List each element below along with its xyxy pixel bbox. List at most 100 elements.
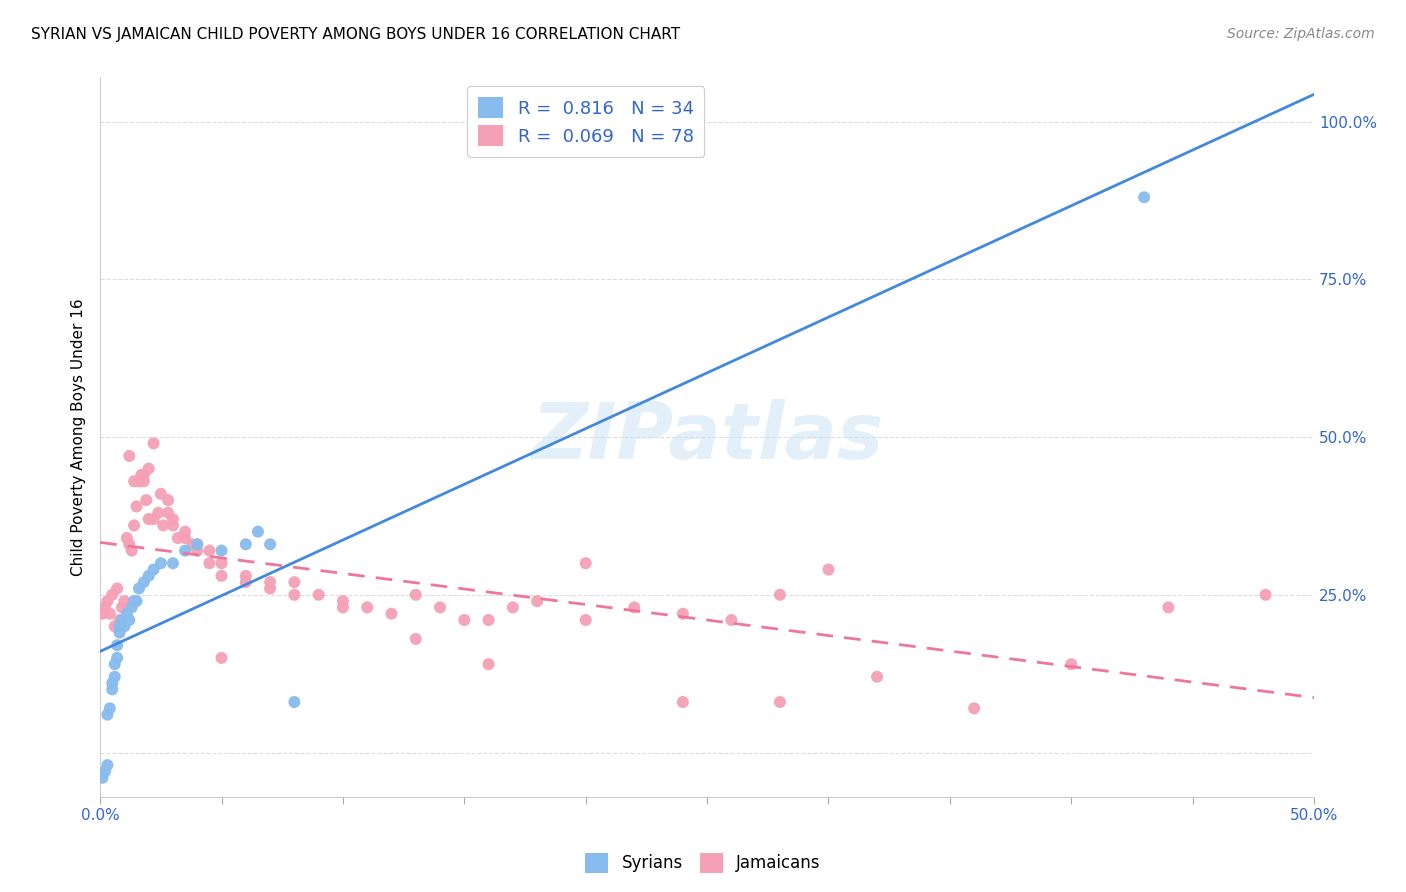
Text: SYRIAN VS JAMAICAN CHILD POVERTY AMONG BOYS UNDER 16 CORRELATION CHART: SYRIAN VS JAMAICAN CHILD POVERTY AMONG B…: [31, 27, 681, 42]
Point: [121, 543, 143, 558]
Point: [118, 613, 141, 627]
Point: [963, 701, 986, 715]
Point: [128, 474, 150, 488]
Point: [174, 543, 197, 558]
Point: [259, 582, 281, 596]
Point: [181, 537, 204, 551]
Legend: R =  0.816   N = 34, R =  0.069   N = 78: R = 0.816 N = 34, R = 0.069 N = 78: [467, 87, 704, 157]
Point: [866, 670, 889, 684]
Point: [122, 594, 145, 608]
Point: [104, 670, 127, 684]
Point: [142, 512, 165, 526]
Point: [132, 575, 155, 590]
Point: [118, 537, 141, 551]
Point: [769, 588, 792, 602]
Point: [157, 493, 180, 508]
Point: [283, 695, 305, 709]
Point: [429, 600, 451, 615]
Point: [478, 657, 501, 672]
Point: [211, 556, 233, 570]
Text: Source: ZipAtlas.com: Source: ZipAtlas.com: [1227, 27, 1375, 41]
Point: [104, 657, 127, 672]
Legend: Syrians, Jamaicans: Syrians, Jamaicans: [578, 847, 828, 880]
Point: [104, 619, 127, 633]
Point: [817, 563, 839, 577]
Point: [105, 582, 128, 596]
Point: [91, 771, 114, 785]
Point: [1157, 600, 1180, 615]
Text: ZIPatlas: ZIPatlas: [531, 399, 883, 475]
Point: [96, 707, 118, 722]
Y-axis label: Child Poverty Among Boys Under 16: Child Poverty Among Boys Under 16: [72, 298, 86, 576]
Point: [118, 449, 141, 463]
Point: [162, 518, 184, 533]
Point: [105, 638, 128, 652]
Point: [96, 758, 118, 772]
Point: [478, 613, 501, 627]
Point: [235, 537, 257, 551]
Point: [98, 607, 121, 621]
Point: [115, 607, 138, 621]
Point: [94, 600, 117, 615]
Point: [720, 613, 742, 627]
Point: [94, 764, 117, 779]
Point: [112, 619, 135, 633]
Point: [128, 582, 150, 596]
Point: [101, 676, 124, 690]
Point: [672, 695, 695, 709]
Point: [108, 613, 131, 627]
Point: [128, 474, 150, 488]
Point: [623, 600, 645, 615]
Point: [108, 619, 131, 633]
Point: [122, 518, 145, 533]
Point: [96, 594, 118, 608]
Point: [162, 556, 184, 570]
Point: [405, 632, 427, 646]
Point: [453, 613, 475, 627]
Point: [111, 600, 134, 615]
Point: [149, 556, 172, 570]
Point: [380, 607, 402, 621]
Point: [125, 500, 148, 514]
Point: [101, 588, 124, 602]
Point: [105, 651, 128, 665]
Point: [308, 588, 330, 602]
Point: [211, 543, 233, 558]
Point: [186, 537, 208, 551]
Point: [235, 569, 257, 583]
Point: [332, 600, 354, 615]
Point: [356, 600, 378, 615]
Point: [162, 512, 184, 526]
Point: [152, 518, 174, 533]
Point: [138, 461, 160, 475]
Point: [235, 575, 257, 590]
Point: [769, 695, 792, 709]
Point: [112, 594, 135, 608]
Point: [405, 588, 427, 602]
Point: [166, 531, 188, 545]
Point: [211, 651, 233, 665]
Point: [115, 531, 138, 545]
Point: [149, 487, 172, 501]
Point: [138, 569, 160, 583]
Point: [575, 613, 598, 627]
Point: [111, 613, 134, 627]
Point: [142, 563, 165, 577]
Point: [332, 594, 354, 608]
Point: [148, 506, 170, 520]
Point: [98, 701, 121, 715]
Point: [121, 600, 143, 615]
Point: [246, 524, 269, 539]
Point: [259, 537, 281, 551]
Point: [198, 543, 221, 558]
Point: [135, 493, 157, 508]
Point: [502, 600, 524, 615]
Point: [1060, 657, 1083, 672]
Point: [198, 556, 221, 570]
Point: [174, 524, 197, 539]
Point: [575, 556, 598, 570]
Point: [186, 537, 208, 551]
Point: [131, 467, 153, 482]
Point: [211, 569, 233, 583]
Point: [142, 436, 165, 450]
